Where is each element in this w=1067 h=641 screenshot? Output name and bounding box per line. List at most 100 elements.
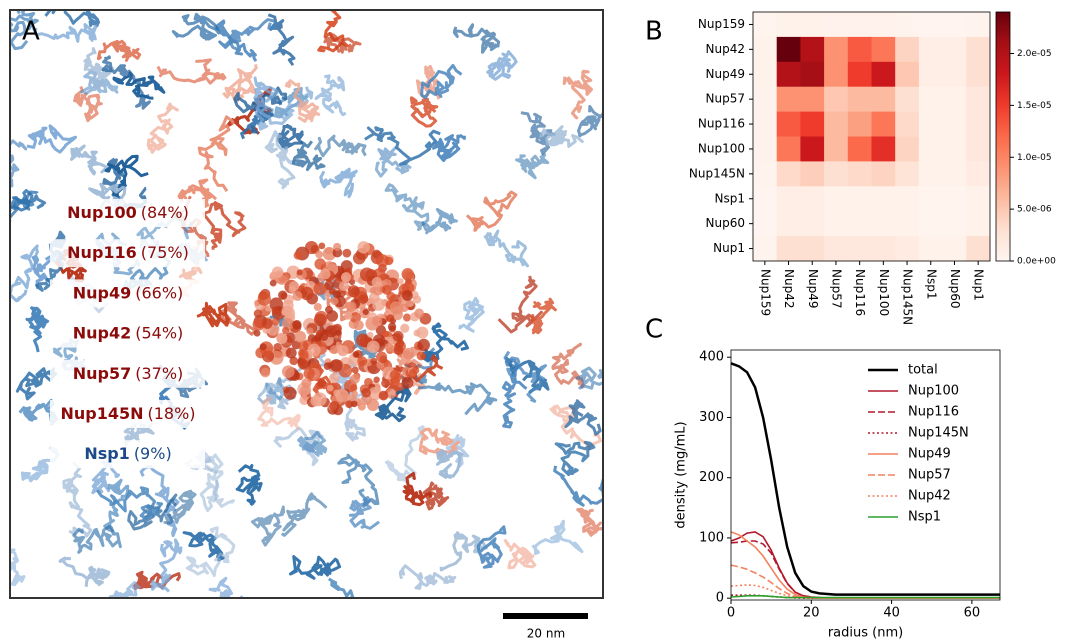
heatmap-cell [895, 186, 920, 212]
panel-letter: A [22, 17, 40, 47]
polymer-chain [539, 125, 584, 148]
polymer-chain [139, 465, 180, 538]
polymer-chain [58, 556, 111, 587]
heatmap-cell [918, 61, 944, 88]
heatmap-cell [871, 161, 896, 187]
axes-frame [730, 349, 1001, 601]
condensate-bead [352, 251, 366, 265]
y-tick-label: Nup145N [689, 166, 745, 180]
polymer-chain [551, 342, 585, 389]
polymer-chain [422, 481, 450, 511]
legend-label: Nup145N [908, 426, 969, 441]
condensate-bead [402, 313, 411, 322]
polymer-chain [199, 453, 224, 512]
condensate-bead [259, 343, 267, 351]
colorbar-tick-label: 2.0e-05 [1017, 49, 1052, 59]
condensate-bead [371, 276, 383, 288]
panel-frame [9, 9, 604, 599]
heatmap-cell [776, 236, 801, 262]
heatmap-cell [942, 161, 967, 187]
component-label: Nup145N (18%) [60, 404, 195, 423]
heatmap-cell [753, 236, 778, 262]
legend-label: Nup116 [908, 405, 959, 420]
heatmap-cell [800, 136, 825, 162]
x-tick-label: Nup60 [948, 269, 962, 308]
polymer-chain [515, 153, 550, 180]
heatmap-cell [966, 211, 991, 237]
condensate-bead [386, 314, 395, 323]
condensate-bead [281, 317, 294, 330]
polymer-chain [476, 525, 507, 569]
polymer-chain [328, 577, 355, 597]
polymer-chain [257, 396, 301, 430]
heatmap-cell [871, 36, 896, 63]
y-tick-label: 0 [716, 591, 724, 606]
polymer-chain [562, 69, 593, 120]
heatmap-cell [753, 36, 778, 63]
heatmap-cell [847, 86, 872, 113]
polymer-chain [171, 12, 221, 41]
condensate-bead [402, 347, 414, 360]
polymer-chain [225, 87, 273, 135]
panel-letter: C [645, 315, 663, 345]
line-series [730, 362, 1000, 596]
heatmap-cell [966, 186, 991, 212]
condensate-bead [389, 369, 400, 380]
polymer-chain [26, 124, 77, 154]
heatmap-cell [776, 12, 801, 38]
condensate-bead [358, 294, 369, 304]
y-tick-label: Nup116 [698, 117, 745, 131]
heatmap-cell [824, 236, 849, 262]
x-tick-label: Nup1 [972, 269, 986, 301]
condensate-bead [329, 359, 343, 372]
component-percent: (66%) [135, 283, 183, 302]
condensate-bead [333, 242, 342, 251]
heatmap-cell [871, 86, 896, 113]
polymer-chain [250, 505, 286, 547]
condensate-bead [293, 251, 303, 260]
heatmap-cell [942, 86, 967, 113]
heatmap-cell [800, 36, 825, 63]
component-name: Nup145N [60, 404, 143, 423]
heatmap-cell [895, 111, 920, 137]
condensate-bead [324, 247, 333, 255]
condensate-bead [337, 345, 349, 357]
polymer-chain [103, 478, 130, 533]
condensate-bead [381, 330, 390, 339]
condensate-bead [371, 316, 383, 327]
heatmap-cell [800, 161, 825, 187]
scale-bar-label: 20 nm [527, 627, 565, 641]
x-tick-label: Nup49 [806, 269, 820, 308]
polymer-chain [402, 472, 433, 507]
heatmap-cell [800, 12, 825, 38]
y-tick-label: Nup49 [706, 67, 745, 81]
x-tick-label: 20 [803, 606, 820, 621]
heatmap-frame [752, 11, 991, 262]
x-tick-label: Nup116 [853, 269, 867, 316]
polymer-chain [101, 55, 151, 110]
condensate-bead [324, 280, 335, 291]
condensate-bead [350, 400, 358, 408]
x-tick-label: 0 [727, 606, 735, 621]
y-tick-label: Nup42 [706, 42, 745, 56]
condensate-bead [342, 248, 352, 258]
heatmap-cell [966, 236, 991, 262]
polymer-chain [197, 115, 235, 193]
polymer-chain [284, 79, 321, 123]
condensate-bead [345, 301, 355, 311]
condensate-bead [299, 349, 309, 360]
condensate-bead [366, 331, 374, 339]
polymer-chain [280, 492, 328, 537]
condensate-bead [416, 326, 429, 339]
condensate-bead [252, 318, 265, 331]
component-percent: (37%) [135, 363, 183, 382]
component-percent: (54%) [135, 323, 183, 342]
polymer-chain [123, 422, 155, 447]
heatmap-cell [966, 111, 991, 137]
heatmap-cell [895, 211, 920, 237]
condensate-bead [376, 351, 388, 363]
heatmap-cell [824, 86, 849, 113]
polymer-chain [531, 519, 584, 556]
heatmap-cell [824, 36, 849, 63]
